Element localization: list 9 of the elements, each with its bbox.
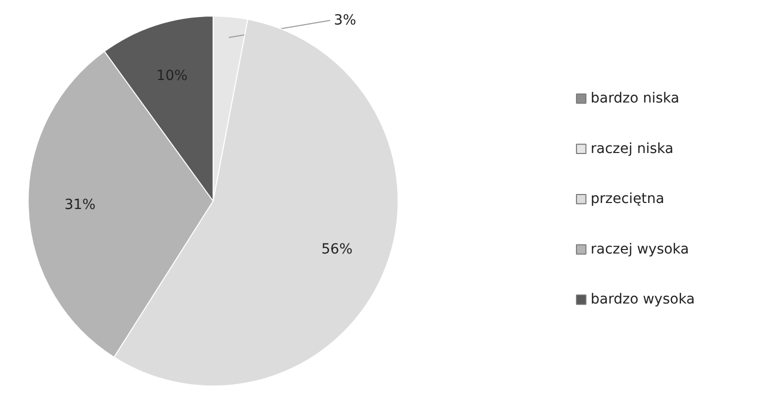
- legend-label: raczej niska: [590, 140, 674, 157]
- legend-label: bardzo wysoka: [590, 292, 695, 308]
- data-label: 3%: [334, 12, 356, 28]
- data-label: 10%: [156, 68, 188, 84]
- legend-label: raczej wysoka: [590, 241, 689, 258]
- legend-label: bardzo niska: [590, 90, 680, 107]
- data-label: 31%: [64, 197, 96, 214]
- data-label: 56%: [321, 241, 353, 258]
- legend-label: przeciętna: [590, 191, 664, 208]
